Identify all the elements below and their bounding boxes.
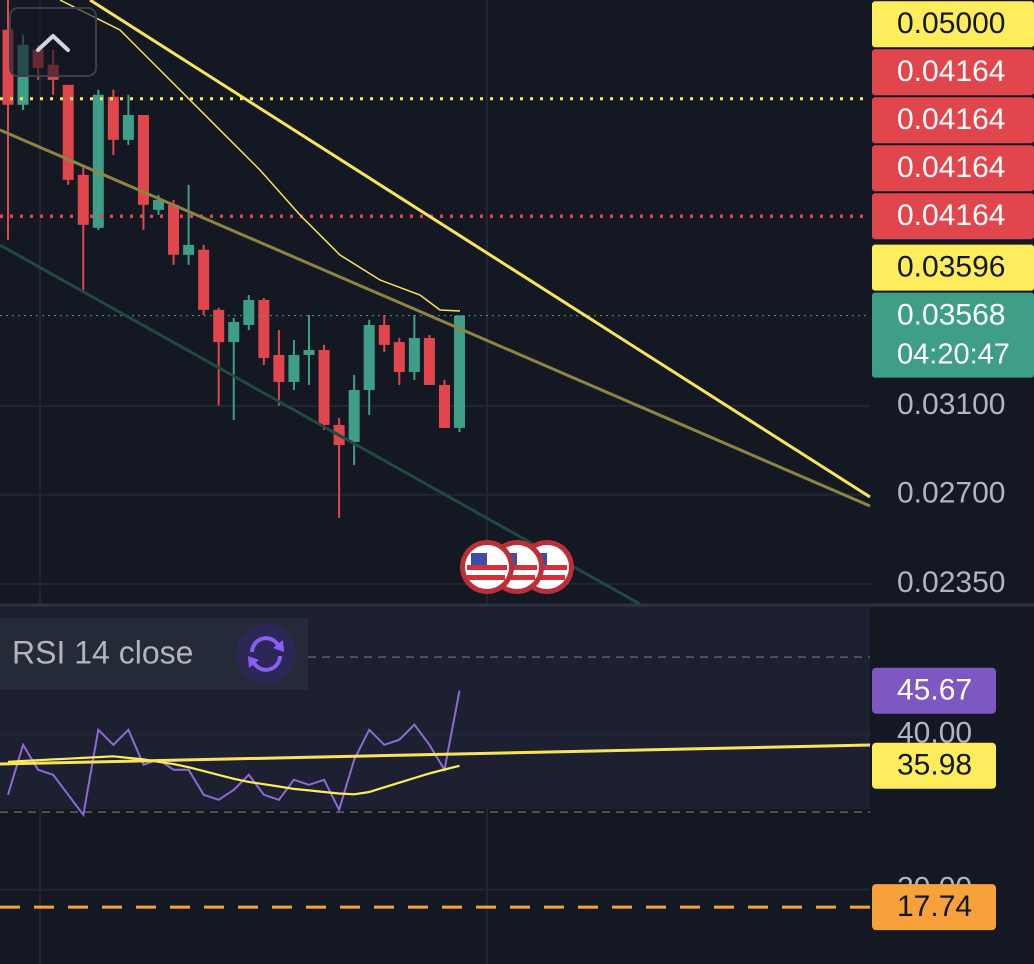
candle-body <box>198 249 210 310</box>
candle-body <box>183 244 195 255</box>
candle-body <box>213 309 225 343</box>
candle-body <box>363 325 375 390</box>
rsi-trend-line <box>0 743 871 766</box>
axis-tags: 0.03100 0.02700 0.02350 0.05000 0.04164 0.041… <box>872 1 1034 931</box>
candle-body <box>378 325 390 345</box>
candle-body <box>107 96 119 140</box>
candle-body <box>454 315 465 428</box>
candle-body <box>318 350 330 425</box>
event-markers[interactable] <box>460 540 574 594</box>
refresh-button[interactable] <box>236 624 296 684</box>
trend-line <box>89 0 871 499</box>
rsi-line <box>7 755 460 796</box>
candle-body <box>393 342 405 373</box>
refresh-icon[interactable] <box>248 656 259 668</box>
y-tick-label: 0.03100 <box>897 388 1005 421</box>
value-tag-label: 17.74 <box>897 890 972 923</box>
price-tag-label: 0.05000 <box>897 7 1005 40</box>
value-tag <box>872 667 996 714</box>
candle-body <box>438 384 450 428</box>
price-tag <box>872 1 1034 48</box>
candle-body <box>137 114 149 205</box>
price-tag <box>872 49 1034 96</box>
price-tag <box>872 244 1034 291</box>
countdown-label: 04:20:47 <box>897 338 1010 370</box>
button-frame[interactable] <box>9 7 97 77</box>
price-tag-label: 0.04164 <box>897 103 1005 136</box>
price-tag <box>872 145 1034 192</box>
candle-body <box>62 84 74 180</box>
candle-body <box>168 204 180 255</box>
refresh-icon[interactable] <box>250 636 281 653</box>
y-tick-label: 0.02350 <box>897 566 1005 599</box>
candle-body <box>288 354 300 382</box>
price-tag-label: 0.04164 <box>897 151 1005 184</box>
indicator-label: RSI 14 close <box>12 634 193 670</box>
candle-body <box>228 321 240 343</box>
refresh-icon[interactable] <box>251 655 282 672</box>
candle-body <box>77 174 89 225</box>
value-tag <box>872 742 996 789</box>
candle-body <box>2 29 14 105</box>
candle-body <box>258 299 270 359</box>
candle-body <box>243 299 255 326</box>
price-tag <box>872 193 1034 240</box>
value-tag <box>872 884 996 931</box>
price-tag-label: 0.04164 <box>897 55 1005 88</box>
candle-body <box>153 199 164 210</box>
moving-average <box>59 0 461 312</box>
price-tag-label: 0.03568 <box>897 299 1005 332</box>
event-flag[interactable] <box>460 540 514 594</box>
candle-body <box>408 337 420 373</box>
plot-layer <box>0 0 870 909</box>
value-tag-label: 35.98 <box>897 749 972 782</box>
price-tag <box>872 97 1034 144</box>
candle-body <box>423 337 435 385</box>
value-tag-label: 45.67 <box>897 674 972 707</box>
price-tag-label: 0.04164 <box>897 199 1005 232</box>
rsi-line <box>7 690 461 818</box>
candle-body <box>92 94 104 228</box>
price-tag <box>872 292 1034 378</box>
back-button[interactable] <box>9 7 97 77</box>
price-tag-label: 0.03596 <box>897 251 1005 284</box>
candle-body <box>122 114 134 140</box>
candle-body <box>303 350 315 355</box>
candle-body <box>273 354 285 382</box>
chevron-up-icon[interactable] <box>36 34 70 52</box>
refresh-icon[interactable] <box>273 640 284 652</box>
trend-line <box>0 128 871 508</box>
indicator-legend: RSI 14 close <box>0 618 308 690</box>
candle-body <box>348 389 360 442</box>
icon-bg[interactable] <box>236 624 296 684</box>
y-tick-label: 0.02700 <box>897 477 1005 510</box>
